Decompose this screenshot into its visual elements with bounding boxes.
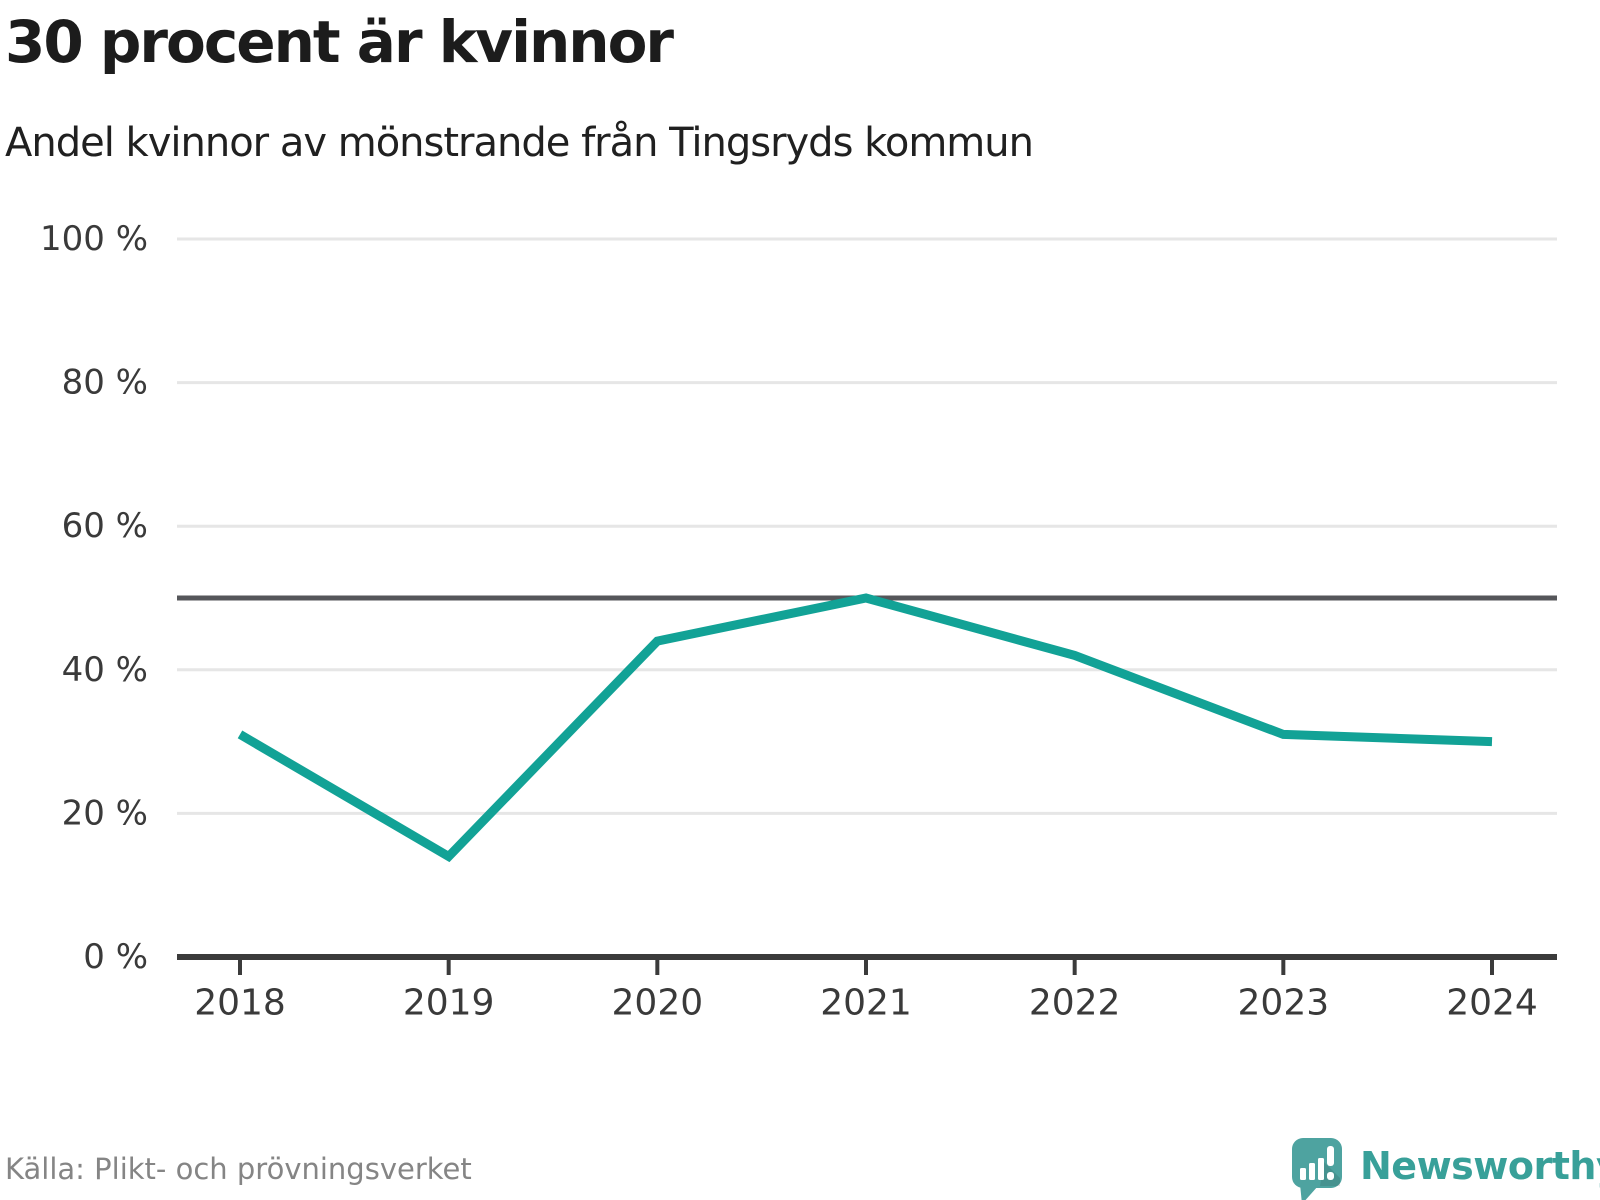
y-axis-label-20: 20 % [62,793,148,833]
newsworthy-logo-icon [1292,1138,1342,1200]
x-axis-label-2022: 2022 [1029,983,1121,1024]
y-axis-label-100: 100 % [40,219,148,259]
x-axis-label-2021: 2021 [820,983,912,1024]
y-axis-label-40: 40 % [62,650,148,690]
x-axis-label-2019: 2019 [403,983,495,1024]
bar-chart-glyph [1300,1146,1334,1180]
newsworthy-logo: Newsworthy [1290,1136,1600,1200]
y-axis-label-60: 60 % [62,506,148,546]
y-axis-label-80: 80 % [62,363,148,403]
exclamation-mark [1327,1146,1334,1166]
chart-subtitle: Andel kvinnor av mönstrande från Tingsry… [5,120,1034,166]
x-axis-label-2020: 2020 [612,983,704,1024]
speech-bubble-icon [1292,1138,1342,1200]
newsworthy-wordmark: Newsworthy [1360,1144,1600,1188]
chart-title: 30 procent är kvinnor [5,8,674,76]
x-axis-label-2024: 2024 [1446,983,1538,1024]
x-axis-label-2023: 2023 [1238,983,1330,1024]
data-line-andel-kvinnor [237,593,1493,863]
y-axis-label-0: 0 % [83,937,148,977]
x-axis-label-2018: 2018 [194,983,286,1024]
source-note: Källa: Plikt- och prövningsverket [5,1152,472,1186]
